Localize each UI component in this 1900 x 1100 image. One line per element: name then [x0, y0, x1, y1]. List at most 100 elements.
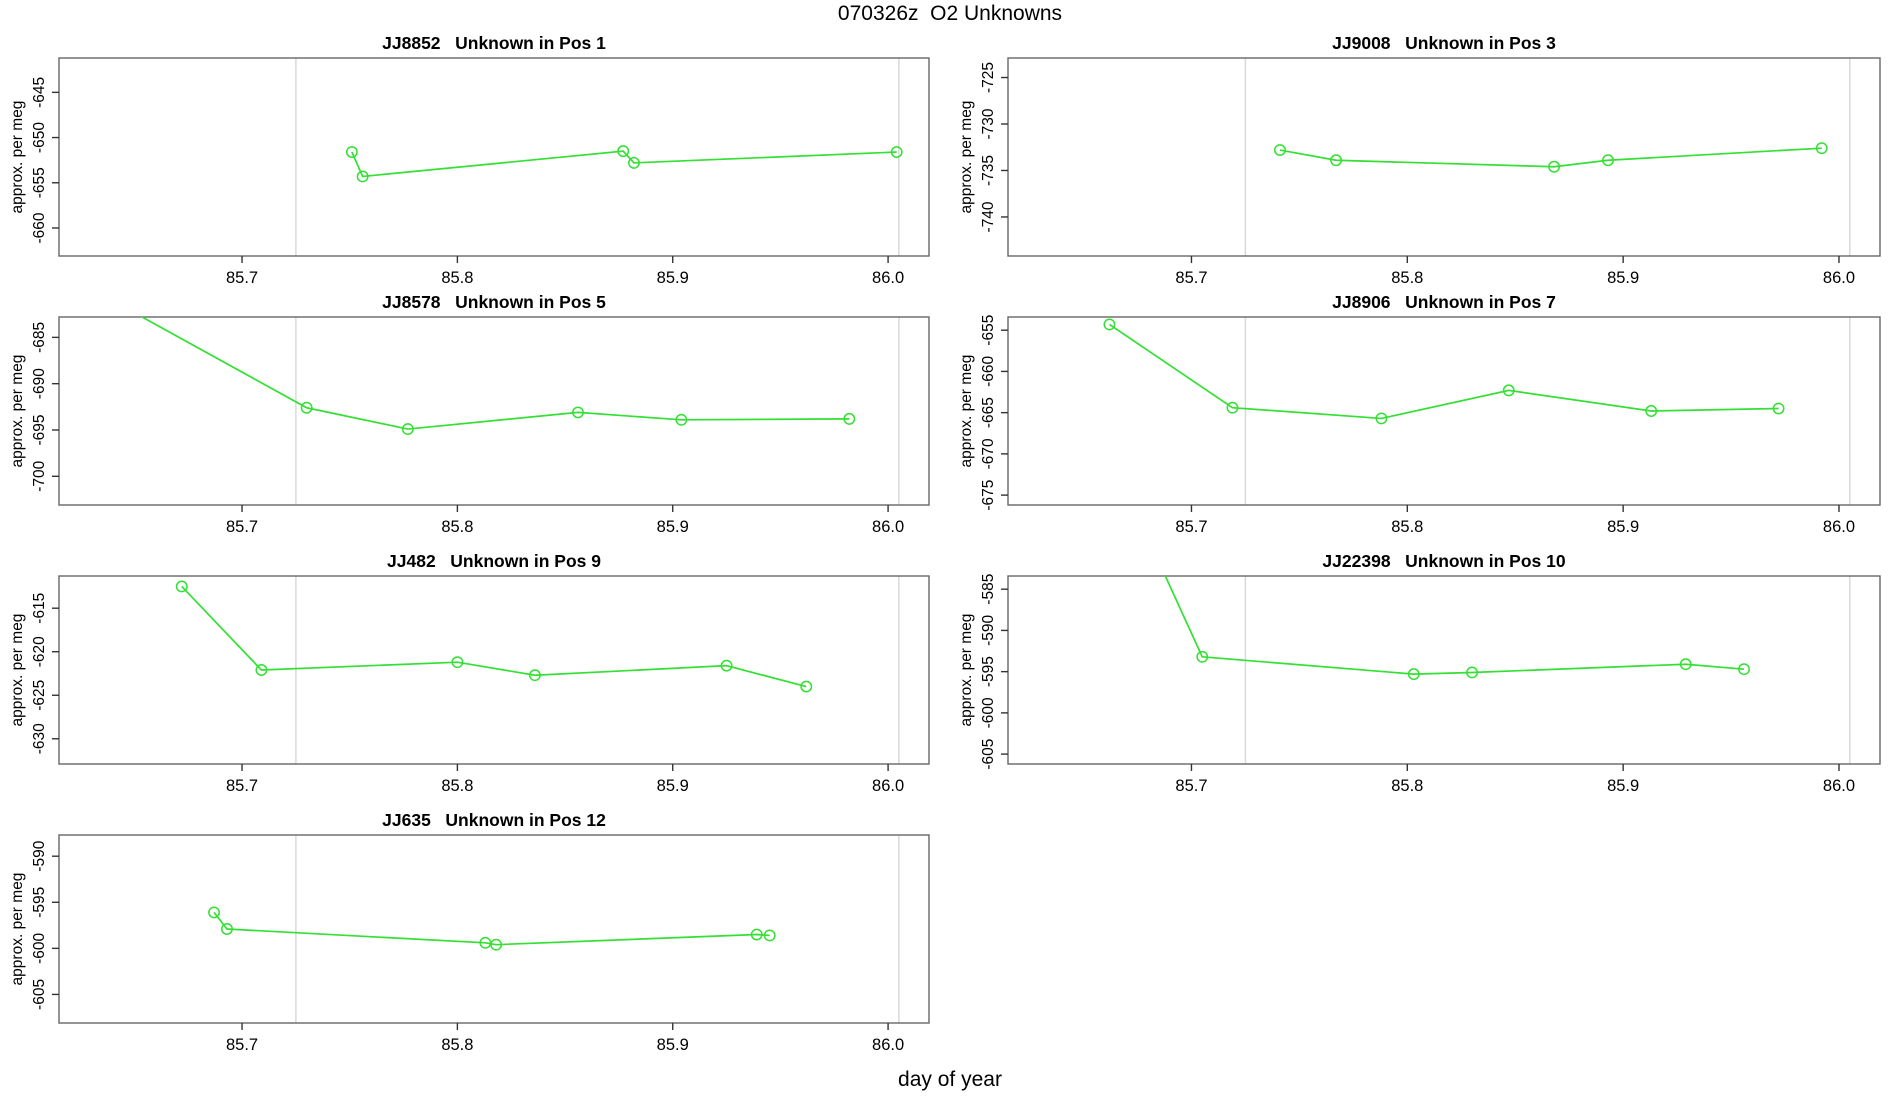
data-point-marker	[1330, 154, 1343, 167]
series-markers	[300, 401, 856, 436]
subplot-JJ9008: 85.7 85.8 85.9 86.0 -740 -735 -730 -725 approx. …	[958, 33, 1881, 287]
data-point-marker	[1548, 160, 1561, 173]
data-point-marker	[300, 401, 313, 414]
subplot-JJ482: 85.7 85.8 85.9 86.0 -630 -625 -620 -615 approx. …	[9, 551, 930, 795]
subplot-title: JJ8852 Unknown in Pos 1	[382, 33, 606, 53]
x-tick-label: 85.7	[226, 777, 258, 795]
y-axis-label: approx. per meg	[958, 614, 975, 727]
data-point-marker	[890, 146, 903, 158]
y-axis-label: approx. per meg	[9, 101, 26, 214]
y-tick-label: -600	[31, 932, 48, 963]
data-point-marker	[208, 906, 220, 919]
data-point-marker	[255, 664, 268, 676]
x-tick-label: 85.7	[226, 269, 258, 287]
x-tick-label: 85.7	[226, 1036, 258, 1054]
data-point-marker	[1815, 142, 1828, 155]
x-tick-label: 85.7	[1175, 269, 1207, 287]
series-markers	[1150, 548, 1750, 681]
data-point-marker	[490, 938, 503, 951]
series-markers	[1103, 318, 1785, 425]
x-tick-label: 86.0	[872, 518, 904, 536]
series-markers	[345, 145, 903, 183]
series-line	[1164, 576, 1745, 675]
data-point-marker	[451, 656, 464, 669]
data-point-marker	[675, 413, 688, 426]
series-line	[181, 585, 807, 688]
x-tick-label: 85.9	[657, 269, 689, 287]
subplot-JJ8852: 85.7 85.8 85.9 86.0 -660 -655 -650 -645 approx. …	[9, 33, 930, 287]
data-point-marker	[401, 423, 414, 436]
x-tick-label: 86.0	[1823, 269, 1855, 287]
data-point-marker	[800, 680, 813, 693]
series-line	[1279, 147, 1822, 168]
y-tick-label: -665	[980, 397, 997, 428]
data-point-marker	[1602, 154, 1614, 167]
data-point-marker	[221, 923, 233, 935]
y-tick-label: -725	[980, 62, 997, 93]
plot-border	[58, 57, 930, 257]
y-tick-label: -670	[980, 438, 997, 469]
x-tick-label: 86.0	[872, 1036, 904, 1054]
y-tick-label: -590	[980, 615, 997, 646]
data-point-marker	[1772, 402, 1785, 415]
x-tick-label: 85.8	[441, 269, 473, 287]
x-tick-label: 85.8	[1391, 777, 1423, 795]
y-tick-label: -595	[31, 887, 48, 918]
data-point-marker	[528, 669, 541, 682]
y-tick-label: -660	[31, 212, 48, 243]
y-tick-label: -730	[980, 108, 997, 139]
y-tick-label: -630	[31, 723, 48, 754]
y-axis-label: approx. per meg	[9, 873, 26, 986]
x-tick-label: 86.0	[1823, 777, 1855, 795]
y-tick-label: -605	[31, 979, 48, 1010]
y-tick-label: -690	[31, 368, 48, 399]
y-tick-label: -655	[980, 315, 997, 346]
data-point-marker	[572, 406, 584, 419]
x-tick-label: 86.0	[872, 269, 904, 287]
subplot-JJ8906: 85.7 85.8 85.9 86.0 -675 -670 -665 -660 -655 appr…	[958, 292, 1881, 536]
data-point-marker	[1150, 548, 1160, 558]
subplot-title: JJ9008 Unknown in Pos 3	[1332, 33, 1556, 53]
y-tick-label: -685	[31, 322, 48, 353]
x-tick-label: 86.0	[872, 777, 904, 795]
y-tick-label: -695	[31, 414, 48, 445]
data-point-marker	[1502, 384, 1515, 397]
plot-border	[58, 834, 930, 1024]
series-markers	[175, 580, 813, 693]
subplot-title: JJ8578 Unknown in Pos 5	[382, 292, 606, 312]
x-tick-label: 85.9	[657, 518, 689, 536]
y-tick-label: -675	[980, 480, 997, 511]
series-markers	[208, 906, 776, 951]
x-tick-label: 85.9	[657, 777, 689, 795]
y-tick-label: -700	[31, 460, 48, 491]
y-tick-label: -620	[31, 636, 48, 667]
plot-border	[1007, 575, 1881, 765]
y-tick-label: -645	[31, 77, 48, 108]
y-tick-label: -660	[980, 356, 997, 387]
x-tick-label: 85.9	[1607, 269, 1639, 287]
plot-border	[1007, 316, 1881, 506]
y-axis-label: approx. per meg	[9, 614, 26, 727]
subplot-title: JJ22398 Unknown in Pos 10	[1322, 551, 1565, 571]
series-line	[1108, 323, 1779, 420]
x-tick-label: 85.8	[441, 518, 473, 536]
data-point-marker	[1274, 144, 1286, 156]
data-point-marker	[1375, 412, 1388, 425]
subplot-JJ8578: 85.7 85.8 85.9 86.0 -700 -695 -690 -685 approx. …	[9, 292, 930, 536]
y-tick-label: -625	[31, 680, 48, 711]
data-point-marker	[628, 156, 640, 169]
x-tick-label: 85.9	[1607, 777, 1639, 795]
y-tick-label: -600	[980, 697, 997, 728]
series-markers	[1274, 142, 1828, 173]
y-tick-label: -650	[31, 122, 48, 153]
main-title: 070326z O2 Unknowns	[837, 2, 1063, 25]
y-axis-label: approx. per meg	[958, 101, 975, 214]
x-tick-label: 85.8	[441, 1036, 473, 1054]
y-tick-label: -605	[980, 739, 997, 770]
y-axis-label: approx. per meg	[958, 355, 975, 468]
y-tick-label: -590	[31, 840, 48, 871]
data-point-marker	[1645, 405, 1658, 417]
x-tick-label: 85.7	[1175, 777, 1207, 795]
y-tick-label: -740	[980, 201, 997, 232]
